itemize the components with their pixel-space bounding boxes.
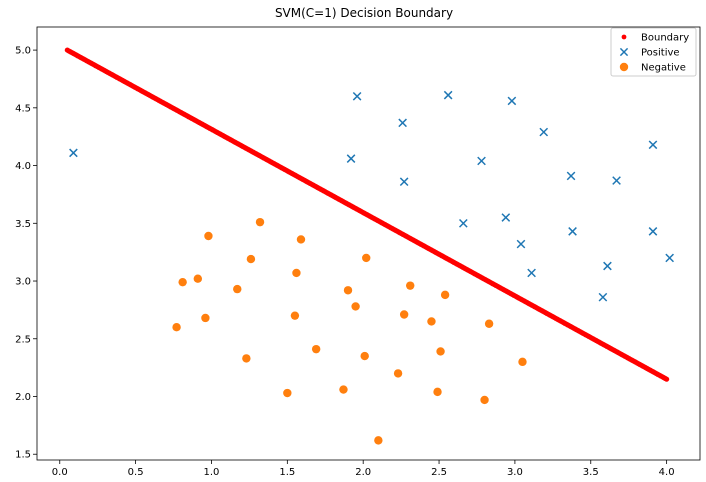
negative-point <box>399 310 409 319</box>
negative-point <box>362 253 371 263</box>
negative-point <box>436 347 445 356</box>
chart-title: SVM(C=1) Decision Boundary <box>275 6 453 20</box>
positive-point <box>69 148 78 158</box>
negative-point <box>290 311 300 320</box>
positive-point <box>501 213 511 222</box>
x-tick-label: 3.0 <box>507 467 523 478</box>
x-tick-label: 0.0 <box>52 467 68 478</box>
axes-frame <box>36 26 701 461</box>
positive-point <box>443 90 453 100</box>
y-tick-label: 5.0 <box>15 46 31 57</box>
positive-point <box>399 177 409 187</box>
negative-point <box>246 254 256 264</box>
x-tick-label: 4.0 <box>659 467 675 478</box>
legend: Boundary Positive Negative <box>610 27 697 77</box>
legend-item: Negative <box>619 62 686 74</box>
negative-point <box>242 354 251 363</box>
legend-label: Positive <box>641 48 680 59</box>
legend-marker <box>619 62 629 72</box>
positive-point <box>603 261 612 271</box>
positive-point <box>665 253 674 263</box>
legend-item: Positive <box>619 47 680 59</box>
x-tick-label: 2.0 <box>355 467 371 478</box>
negative-point <box>360 351 369 361</box>
y-axis: 1.5 2.0 2.5 3.0 3.5 4.0 4.5 5.0 <box>15 46 37 461</box>
negative-point <box>178 277 187 287</box>
boundary-series <box>64 47 670 382</box>
positive-point <box>648 227 658 236</box>
positive-point <box>566 171 576 181</box>
legend-label: Boundary <box>641 33 689 44</box>
y-tick-label: 2.5 <box>15 334 31 345</box>
negative-point <box>201 313 210 323</box>
negative-point <box>296 235 306 244</box>
negative-point <box>480 395 489 405</box>
negative-point <box>427 317 436 326</box>
positive-point <box>477 156 486 166</box>
negative-point <box>204 231 213 241</box>
y-tick-label: 4.0 <box>15 161 31 172</box>
negative-point <box>311 344 321 354</box>
positive-point <box>398 118 407 128</box>
positive-point <box>648 140 658 150</box>
negative-point <box>233 284 242 294</box>
positive-series <box>69 90 674 302</box>
y-tick-label: 3.0 <box>15 277 31 288</box>
x-tick-label: 3.5 <box>583 467 599 478</box>
legend-box <box>610 27 697 77</box>
boundary-point <box>664 376 670 382</box>
plot-area <box>64 47 674 445</box>
positive-point <box>507 96 517 106</box>
negative-point <box>484 319 494 328</box>
positive-point <box>598 292 608 302</box>
negative-point <box>406 281 415 290</box>
x-tick-label: 1.5 <box>279 467 295 478</box>
negative-series <box>172 217 527 445</box>
negative-point <box>292 268 301 278</box>
y-tick-label: 3.5 <box>15 219 31 230</box>
negative-point <box>193 274 203 283</box>
legend-marker <box>619 47 629 57</box>
negative-point <box>172 323 181 332</box>
positive-point <box>458 218 468 228</box>
positive-point <box>352 91 362 101</box>
negative-point <box>374 436 383 445</box>
positive-point <box>527 268 536 278</box>
legend-marker <box>621 34 627 40</box>
negative-point <box>339 385 348 394</box>
negative-point <box>518 357 527 367</box>
positive-point <box>516 239 526 249</box>
negative-point <box>343 286 353 295</box>
legend-item: Boundary <box>621 33 689 44</box>
negative-point <box>393 369 403 378</box>
negative-point <box>283 388 292 398</box>
legend-label: Negative <box>641 63 686 74</box>
negative-point <box>351 302 360 311</box>
negative-point <box>433 387 442 397</box>
y-tick-label: 4.5 <box>15 103 31 114</box>
x-tick-label: 2.5 <box>431 467 447 478</box>
negative-point <box>440 290 450 300</box>
positive-point <box>539 127 549 137</box>
negative-point <box>255 217 265 227</box>
x-tick-label: 0.5 <box>128 467 144 478</box>
y-tick-label: 2.0 <box>15 392 31 403</box>
x-axis: 0.0 0.5 1.0 1.5 2.0 2.5 3.0 3.5 4.0 <box>52 460 675 478</box>
positive-point <box>346 154 356 163</box>
positive-point <box>568 227 577 236</box>
positive-point <box>612 176 621 185</box>
plot-border <box>36 26 701 461</box>
x-tick-label: 1.0 <box>204 467 220 478</box>
y-tick-label: 1.5 <box>15 450 31 461</box>
